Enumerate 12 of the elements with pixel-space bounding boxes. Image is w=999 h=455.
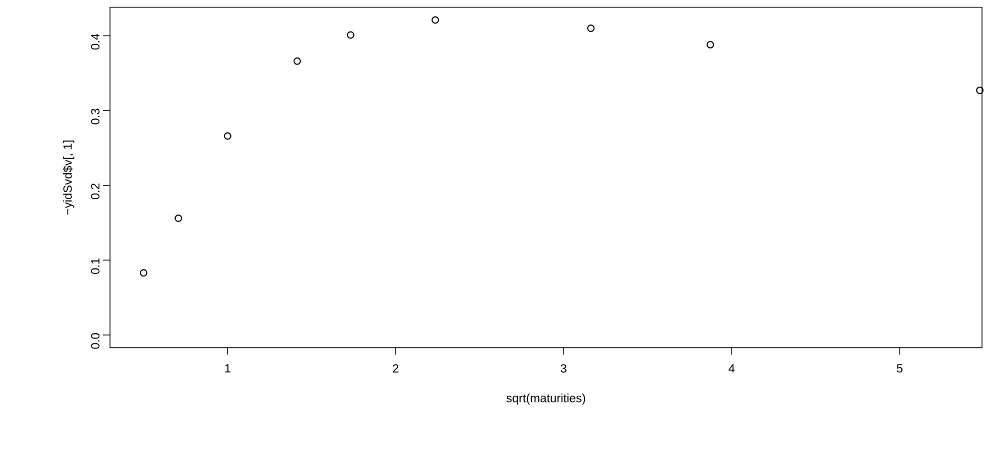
y-tick-label: 0.2	[91, 184, 100, 200]
y-tick-label: 0.1	[91, 258, 100, 274]
y-axis-title: −yidSvd$v[, 1]	[62, 140, 74, 215]
x-axis-title: sqrt(maturities)	[506, 394, 586, 405]
x-tick-label: 2	[392, 364, 398, 373]
y-tick-label: 0.3	[91, 108, 100, 124]
y-tick-label: 0.4	[91, 34, 100, 50]
x-tick-label: 4	[728, 364, 735, 372]
x-tick-label: 1	[225, 364, 230, 372]
x-tick-label: 3	[560, 364, 566, 373]
x-tick-label: 5	[896, 364, 903, 373]
y-tick-label: 0.0	[91, 333, 100, 349]
